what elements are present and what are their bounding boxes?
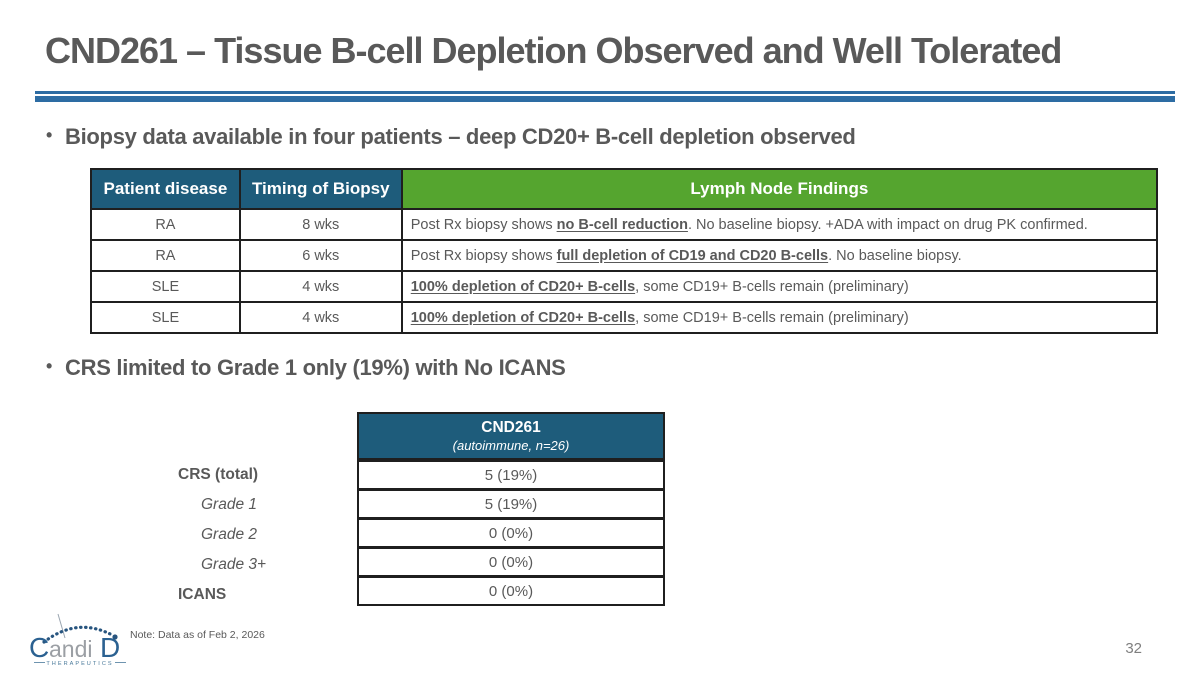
divider-thick-line: [35, 96, 1175, 102]
cell-finding: 100% depletion of CD20+ B-cells, some CD…: [400, 301, 1159, 334]
cell-disease: RA: [90, 239, 241, 272]
label-grade-1: Grade 1: [201, 496, 258, 513]
label-icans: ICANS: [178, 586, 227, 603]
cell-disease: SLE: [90, 301, 241, 334]
label-grade-2: Grade 2: [201, 526, 258, 543]
bullet-crs-text: CRS limited to Grade 1 only (19%) with N…: [65, 355, 566, 380]
cell-finding: Post Rx biopsy shows full depletion of C…: [400, 239, 1159, 272]
title-divider: [35, 91, 1175, 102]
bullet-biopsy-text: Biopsy data available in four patients –…: [65, 124, 856, 149]
slide-title: CND261 – Tissue B-cell Depletion Observe…: [45, 30, 1062, 71]
cell-disease: RA: [90, 208, 241, 241]
value-grade-1: 5 (19%): [357, 489, 665, 519]
table-row: SLE 4 wks 100% depletion of CD20+ B-cell…: [90, 301, 1159, 334]
biopsy-table: Patient disease Timing of Biopsy Lymph N…: [90, 168, 1159, 334]
header-patient-disease: Patient disease: [90, 168, 241, 210]
candid-therapeutics-logo: C andi D THERAPEUTICS: [29, 613, 126, 667]
value-grade-2: 0 (0%): [357, 518, 665, 548]
bullet-crs: • CRS limited to Grade 1 only (19%) with…: [46, 355, 566, 381]
cell-timing: 6 wks: [238, 239, 403, 272]
cell-timing: 8 wks: [238, 208, 403, 241]
logo-letter-d: D: [100, 632, 120, 663]
logo-letters-andi: andi: [49, 636, 92, 662]
label-grade-3plus: Grade 3+: [201, 556, 267, 573]
safety-table-header: CND261 (autoimmune, n=26): [357, 412, 665, 460]
safety-table-values: 5 (19%) 5 (19%) 0 (0%) 0 (0%) 0 (0%): [357, 460, 665, 606]
bullet-dot: •: [46, 125, 53, 145]
logo-letter-c: C: [29, 632, 49, 663]
cell-finding: 100% depletion of CD20+ B-cells, some CD…: [400, 270, 1159, 303]
data-note: Note: Data as of Feb 2, 2026: [130, 629, 265, 641]
table-row: RA 8 wks Post Rx biopsy shows no B-cell …: [90, 208, 1159, 241]
page-number: 32: [1125, 640, 1142, 657]
divider-thin-line: [35, 91, 1175, 94]
cell-disease: SLE: [90, 270, 241, 303]
bullet-biopsy: • Biopsy data available in four patients…: [46, 124, 856, 150]
logo-arc-end-dot: [112, 634, 118, 640]
value-icans: 0 (0%): [357, 576, 665, 606]
biopsy-table-header-row: Patient disease Timing of Biopsy Lymph N…: [90, 168, 1159, 210]
cell-timing: 4 wks: [238, 270, 403, 303]
value-grade-3plus: 0 (0%): [357, 547, 665, 577]
logo-thread-line: [57, 613, 66, 639]
logo-tagline: THERAPEUTICS: [46, 661, 113, 667]
cell-finding: Post Rx biopsy shows no B-cell reduction…: [400, 208, 1159, 241]
table-row: RA 6 wks Post Rx biopsy shows full deple…: [90, 239, 1159, 272]
header-timing-of-biopsy: Timing of Biopsy: [238, 168, 403, 210]
safety-table-labels: CRS (total) Grade 1 Grade 2 Grade 3+ ICA…: [150, 460, 350, 610]
table-row: SLE 4 wks 100% depletion of CD20+ B-cell…: [90, 270, 1159, 303]
label-crs-total: CRS (total): [178, 466, 259, 483]
safety-header-title: CND261: [481, 419, 541, 437]
value-crs-total: 5 (19%): [357, 460, 665, 490]
bullet-dot: •: [46, 356, 53, 376]
cell-timing: 4 wks: [238, 301, 403, 334]
safety-header-subtitle: (autoimmune, n=26): [452, 437, 570, 453]
header-lymph-node-findings: Lymph Node Findings: [400, 168, 1159, 210]
